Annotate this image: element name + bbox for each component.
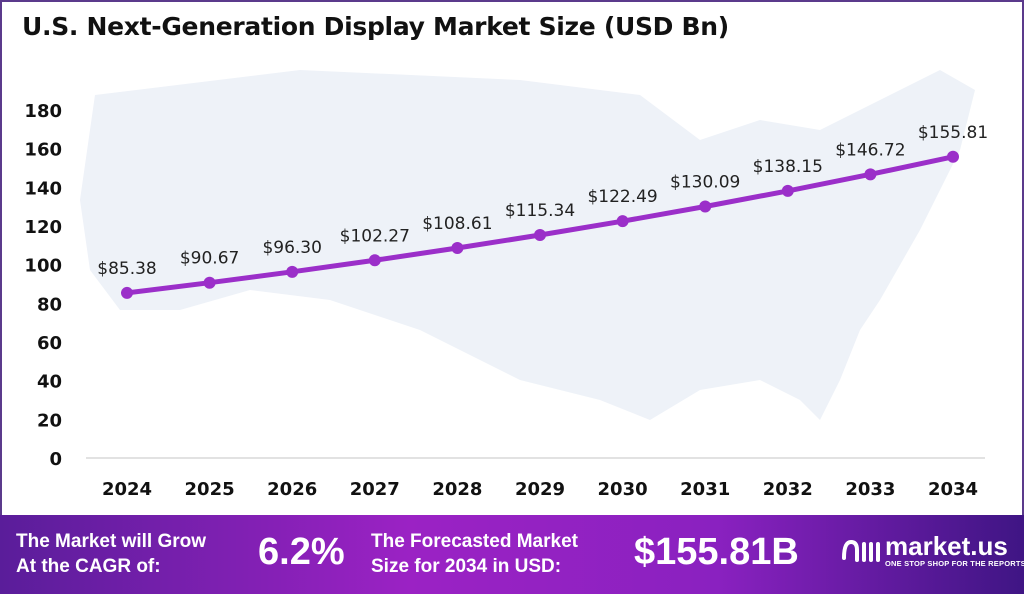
x-tick-label: 2033 — [845, 479, 895, 500]
data-label: $146.72 — [835, 140, 905, 160]
data-label: $85.38 — [97, 259, 156, 279]
cagr-label: The Market will Grow At the CAGR of: — [16, 529, 206, 579]
x-tick-label: 2030 — [598, 479, 648, 500]
data-point — [451, 242, 464, 255]
y-tick-label: 60 — [37, 333, 62, 354]
logo-tagline: ONE STOP SHOP FOR THE REPORTS — [885, 559, 1024, 568]
y-tick-label: 160 — [24, 140, 62, 161]
data-label: $115.34 — [505, 201, 575, 221]
data-point — [699, 200, 712, 213]
data-point — [864, 168, 877, 181]
data-point — [534, 229, 546, 242]
data-label: $108.61 — [422, 214, 492, 234]
data-point — [616, 215, 629, 228]
data-point — [947, 150, 959, 163]
cagr-label-line1: The Market will Grow — [16, 531, 207, 552]
data-point — [203, 276, 216, 289]
data-point — [368, 254, 381, 267]
x-tick-label: 2027 — [350, 479, 400, 500]
data-label: $102.27 — [340, 226, 410, 246]
x-tick-label: 2026 — [267, 479, 317, 500]
market-us-logo-icon — [842, 539, 880, 562]
forecast-label: The Forecasted Market Size for 2034 in U… — [371, 529, 578, 579]
series-line — [126, 154, 954, 296]
y-tick-label: 20 — [37, 410, 62, 431]
summary-banner: The Market will Grow At the CAGR of: 6.2… — [0, 515, 1024, 594]
cagr-value: 6.2% — [258, 531, 345, 573]
logo-name: market.us — [885, 531, 1008, 561]
data-point — [781, 184, 794, 197]
data-label: $96.30 — [262, 238, 321, 258]
x-tick-label: 2028 — [432, 479, 482, 500]
forecast-label-line1: The Forecasted Market — [371, 531, 578, 552]
y-tick-label: 0 — [49, 449, 62, 470]
data-label: $122.49 — [587, 187, 657, 207]
data-label: $155.81 — [918, 123, 988, 143]
y-tick-label: 140 — [24, 178, 62, 199]
data-point — [286, 265, 299, 278]
line-chart: 0 20 40 60 80 100 120 140 160 180 2024 2025 2026 2027… — [24, 101, 988, 500]
x-tick-label: 2031 — [680, 479, 730, 500]
y-tick-label: 100 — [24, 256, 62, 277]
chart-title: U.S. Next-Generation Display Market Size… — [22, 12, 729, 41]
data-label: $138.15 — [753, 157, 823, 177]
data-label: $130.09 — [670, 172, 740, 192]
x-tick-label: 2025 — [185, 479, 235, 500]
x-tick-label: 2029 — [515, 479, 565, 500]
x-tick-label: 2032 — [763, 479, 813, 500]
y-tick-label: 120 — [24, 217, 62, 238]
x-tick-label: 2034 — [928, 479, 978, 500]
market-us-logo: market.us ONE STOP SHOP FOR THE REPORTS — [840, 533, 1024, 568]
x-tick-label: 2024 — [102, 479, 152, 500]
y-tick-label: 80 — [37, 294, 62, 315]
data-label: $90.67 — [180, 249, 239, 269]
y-tick-label: 40 — [37, 372, 62, 393]
cagr-label-line2: At the CAGR of: — [16, 556, 161, 577]
forecast-value: $155.81B — [634, 531, 799, 573]
y-tick-label: 180 — [24, 101, 62, 122]
forecast-label-line2: Size for 2034 in USD: — [371, 556, 562, 577]
data-point — [121, 286, 133, 299]
